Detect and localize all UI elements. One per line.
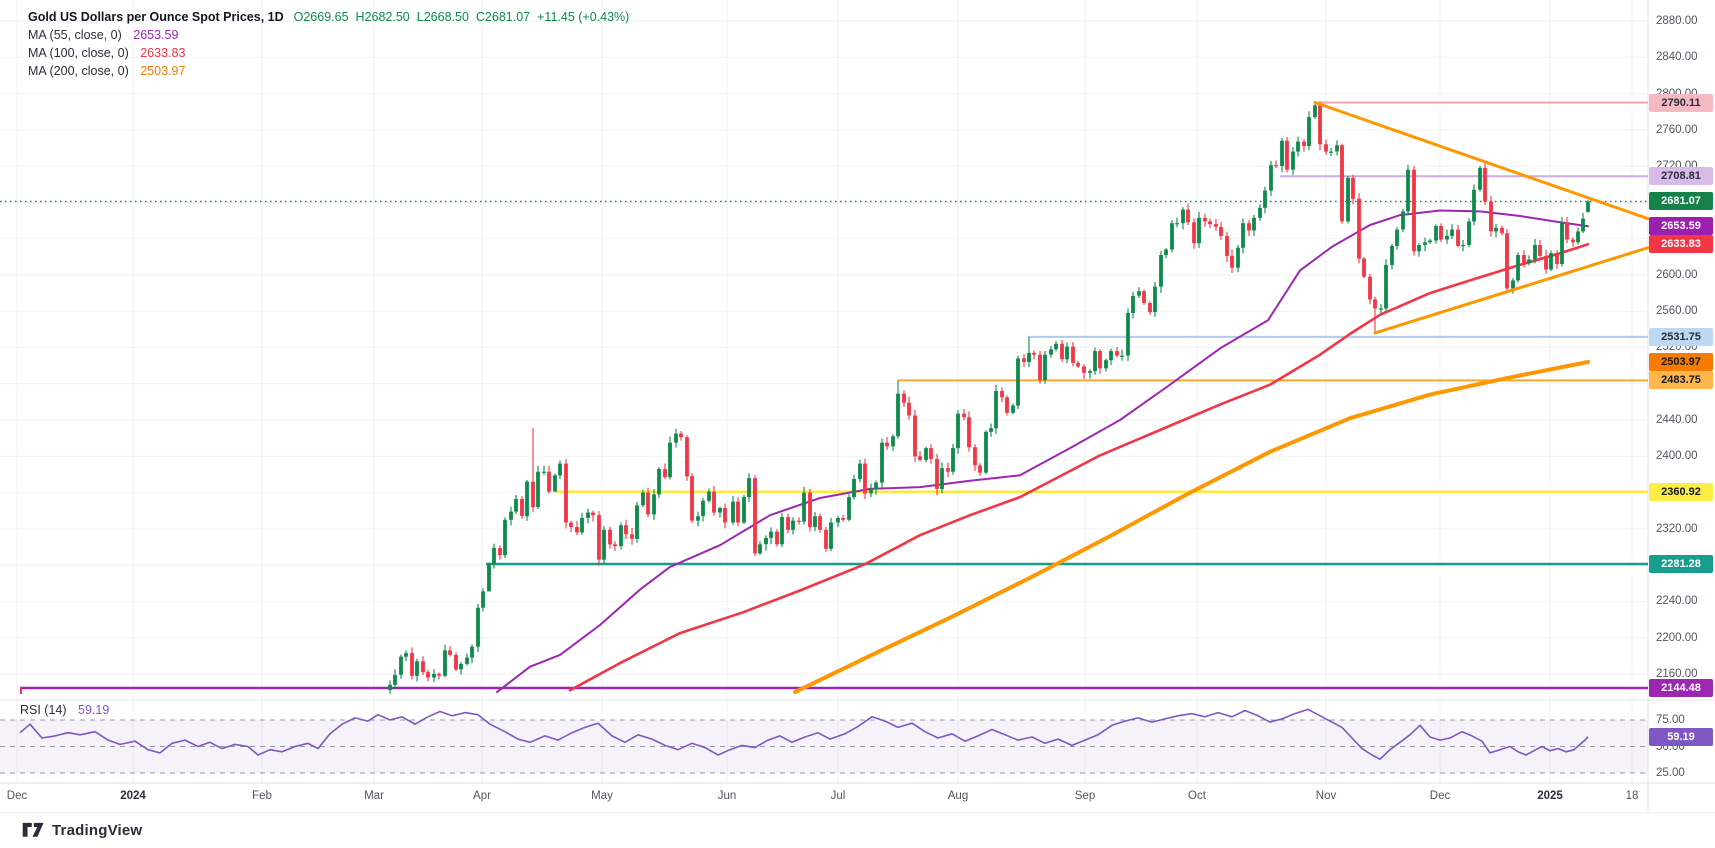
time-tick: 2025 — [1537, 790, 1563, 802]
tradingview-logo-link[interactable]: TradingView — [22, 821, 142, 840]
price-level-label[interactable]: 2281.28 — [1649, 554, 1713, 573]
price-level-label[interactable]: 2360.92 — [1649, 482, 1713, 501]
ohlc-high: H2682.50 — [355, 10, 410, 24]
time-tick: 18 — [1625, 790, 1639, 802]
price-tick: 2840.00 — [1656, 51, 1698, 64]
price-tick: 2200.00 — [1656, 631, 1698, 644]
price-level-label[interactable]: 2633.83 — [1649, 235, 1713, 254]
price-level-label[interactable]: 2681.07 — [1649, 192, 1713, 211]
tradingview-logo-text: TradingView — [52, 822, 143, 839]
time-tick: Jun — [717, 790, 737, 802]
time-tick: Feb — [252, 790, 272, 802]
price-level-label[interactable]: 2531.75 — [1649, 327, 1713, 346]
ma-100-row[interactable]: MA (100, close, 0) 2633.83 — [28, 44, 636, 62]
price-level-label[interactable]: 2483.75 — [1649, 371, 1713, 390]
price-level-label[interactable]: 2653.59 — [1649, 217, 1713, 236]
price-level-label[interactable]: 2144.48 — [1649, 679, 1713, 698]
rsi-value: 59.19 — [78, 703, 110, 717]
ma-55-row[interactable]: MA (55, close, 0) 2653.59 — [28, 26, 636, 44]
price-tick: 2600.00 — [1656, 268, 1698, 281]
ma-100-value: 2633.83 — [140, 46, 186, 60]
ma-200-value: 2503.97 — [140, 64, 186, 78]
price-tick: 2440.00 — [1656, 414, 1698, 427]
symbol-title[interactable]: Gold US Dollars per Ounce Spot Prices, 1… — [28, 10, 284, 24]
ma-55-value: 2653.59 — [133, 28, 179, 42]
rsi-tick: 75.00 — [1656, 714, 1685, 726]
time-tick: Oct — [1188, 790, 1206, 802]
time-tick: Apr — [473, 790, 491, 802]
price-level-label[interactable]: 2790.11 — [1649, 93, 1713, 112]
time-tick: Mar — [364, 790, 384, 802]
time-tick: May — [591, 790, 613, 802]
price-tick: 2880.00 — [1656, 15, 1698, 27]
ma-200-row[interactable]: MA (200, close, 0) 2503.97 — [28, 62, 636, 80]
time-tick: Nov — [1315, 790, 1337, 802]
time-tick: 2024 — [120, 790, 146, 802]
price-tick: 2760.00 — [1656, 123, 1698, 136]
symbol-title-row[interactable]: Gold US Dollars per Ounce Spot Prices, 1… — [28, 8, 636, 26]
ohlc-change: +11.45 (+0.43%) — [537, 10, 630, 24]
ohlc-open: O2669.65 — [293, 10, 349, 24]
rsi-tick: 25.00 — [1656, 767, 1685, 779]
time-tick: Sep — [1074, 790, 1096, 802]
rsi-legend-row[interactable]: RSI (14) 59.19 — [20, 702, 109, 718]
tradingview-logo-icon — [22, 822, 44, 837]
ohlc-close: C2681.07 — [475, 10, 531, 24]
time-axis[interactable]: Dec 2024 Feb Mar Apr May Jun Jul Aug Sep Oct Nov Dec… — [0, 783, 1648, 813]
price-tick: 2560.00 — [1656, 305, 1698, 318]
price-level-label[interactable]: 2503.97 — [1649, 353, 1713, 371]
footer: TradingView — [0, 813, 1715, 848]
symbol-legend: Gold US Dollars per Ounce Spot Prices, 1… — [28, 8, 636, 80]
time-tick: Jul — [830, 790, 846, 802]
ma-100-label: MA (100, close, 0) — [28, 46, 129, 60]
price-tick: 2320.00 — [1656, 522, 1698, 535]
price-tick: 2160.00 — [1656, 667, 1698, 680]
price-axis[interactable]: 2880.002840.002800.002760.002720.002600.… — [1648, 0, 1715, 813]
time-tick: Aug — [947, 790, 969, 802]
rsi-value-label[interactable]: 59.19 — [1649, 727, 1713, 746]
time-tick: Dec — [6, 790, 28, 802]
ma-200-label: MA (200, close, 0) — [28, 64, 129, 78]
price-level-label[interactable]: 2708.81 — [1649, 167, 1713, 186]
rsi-label: RSI (14) — [20, 703, 67, 717]
ohlc-low: L2668.50 — [416, 10, 469, 24]
time-tick: Dec — [1429, 790, 1451, 802]
price-tick: 2400.00 — [1656, 450, 1698, 463]
ma-55-label: MA (55, close, 0) — [28, 28, 122, 42]
price-tick: 2240.00 — [1656, 595, 1698, 608]
